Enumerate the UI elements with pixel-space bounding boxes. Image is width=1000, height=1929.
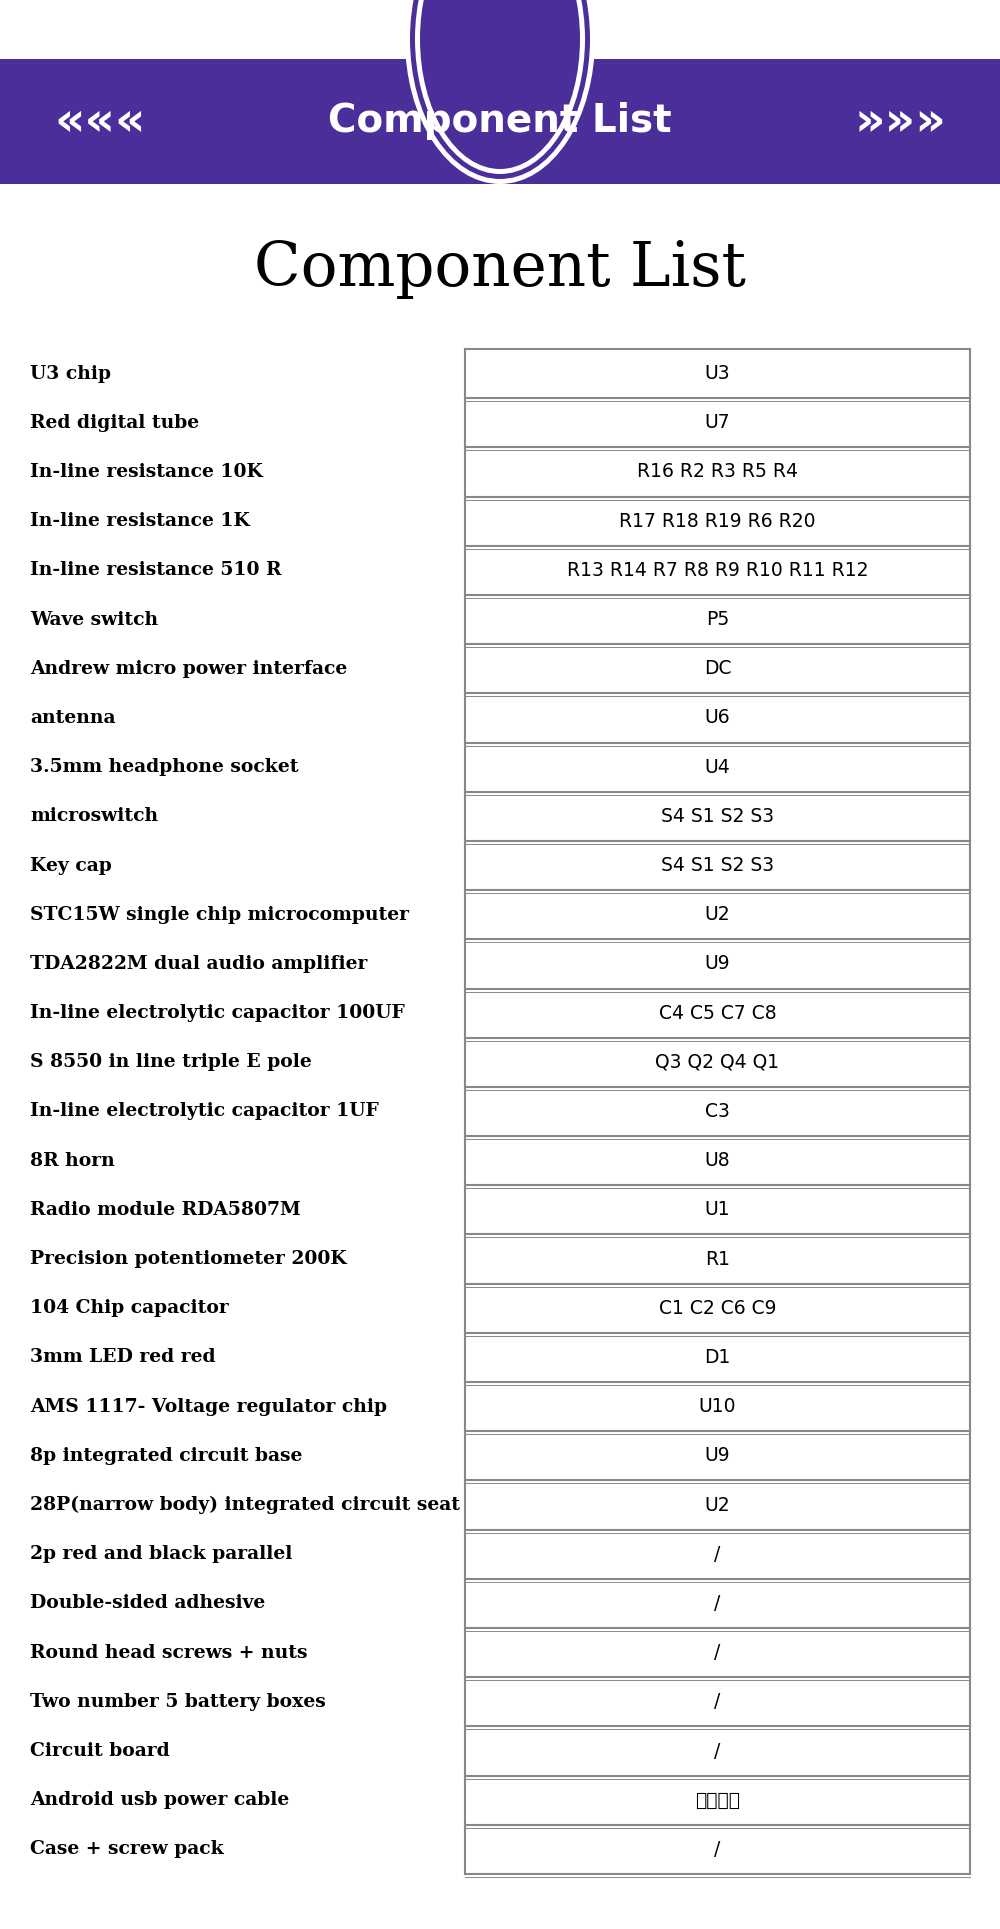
Text: «««: ««« (54, 98, 146, 145)
Text: U6: U6 (705, 708, 730, 727)
Text: /: / (714, 1545, 721, 1564)
Text: DC: DC (704, 660, 731, 679)
Ellipse shape (405, 0, 595, 183)
Text: P5: P5 (706, 610, 729, 629)
Text: R1: R1 (705, 1250, 730, 1269)
Text: Two number 5 battery boxes: Two number 5 battery boxes (30, 1694, 326, 1711)
Text: TDA2822M dual audio amplifier: TDA2822M dual audio amplifier (30, 955, 367, 972)
Text: U4: U4 (705, 758, 730, 777)
Text: /: / (714, 1644, 721, 1663)
Text: Andrew micro power interface: Andrew micro power interface (30, 660, 347, 677)
Text: S4 S1 S2 S3: S4 S1 S2 S3 (661, 806, 774, 826)
Text: 3mm LED red red: 3mm LED red red (30, 1348, 216, 1366)
Text: 2p red and black parallel: 2p red and black parallel (30, 1545, 292, 1562)
Text: U7: U7 (705, 413, 730, 432)
Text: Precision potentiometer 200K: Precision potentiometer 200K (30, 1250, 347, 1267)
Text: In-line electrolytic capacitor 1UF: In-line electrolytic capacitor 1UF (30, 1103, 379, 1121)
Text: U3: U3 (705, 365, 730, 384)
Text: In-line resistance 510 R: In-line resistance 510 R (30, 561, 282, 579)
Text: D1: D1 (704, 1348, 731, 1368)
Text: /: / (714, 1692, 721, 1711)
Text: Double-sided adhesive: Double-sided adhesive (30, 1595, 265, 1613)
Text: 28P(narrow body) integrated circuit seat: 28P(narrow body) integrated circuit seat (30, 1495, 460, 1514)
Text: Q3 Q2 Q4 Q1: Q3 Q2 Q4 Q1 (655, 1053, 780, 1073)
Text: S 8550 in line triple E pole: S 8550 in line triple E pole (30, 1053, 312, 1071)
Text: Android usb power cable: Android usb power cable (30, 1792, 289, 1809)
Text: U9: U9 (705, 955, 730, 974)
Text: U9: U9 (705, 1447, 730, 1466)
Text: In-line resistance 10K: In-line resistance 10K (30, 463, 263, 480)
Text: microswitch: microswitch (30, 808, 158, 826)
Text: 104 Chip capacitor: 104 Chip capacitor (30, 1300, 229, 1318)
Text: Wave switch: Wave switch (30, 611, 158, 629)
Text: U3 chip: U3 chip (30, 365, 111, 382)
Text: In-line resistance 1K: In-line resistance 1K (30, 513, 250, 530)
Text: 8R horn: 8R horn (30, 1152, 115, 1169)
Ellipse shape (410, 0, 590, 179)
Text: Round head screws + nuts: Round head screws + nuts (30, 1644, 308, 1661)
Text: R17 R18 R19 R6 R20: R17 R18 R19 R6 R20 (619, 511, 816, 530)
Text: Key cap: Key cap (30, 856, 112, 874)
Text: In-line electrolytic capacitor 100UF: In-line electrolytic capacitor 100UF (30, 1005, 405, 1022)
Text: 随机赠送: 随机赠送 (695, 1790, 740, 1809)
Text: U8: U8 (705, 1152, 730, 1171)
Text: U10: U10 (699, 1397, 736, 1416)
Text: U2: U2 (705, 905, 730, 924)
Text: U1: U1 (705, 1200, 730, 1219)
Text: R13 R14 R7 R8 R9 R10 R11 R12: R13 R14 R7 R8 R9 R10 R11 R12 (567, 561, 868, 581)
Text: »»»: »»» (854, 98, 946, 145)
Text: Case + screw pack: Case + screw pack (30, 1840, 224, 1858)
Text: Circuit board: Circuit board (30, 1742, 170, 1759)
Text: /: / (714, 1742, 721, 1761)
Text: AMS 1117- Voltage regulator chip: AMS 1117- Voltage regulator chip (30, 1399, 387, 1416)
Text: 3.5mm headphone socket: 3.5mm headphone socket (30, 758, 298, 775)
Text: STC15W single chip microcomputer: STC15W single chip microcomputer (30, 907, 409, 924)
Ellipse shape (415, 0, 585, 174)
Text: antenna: antenna (30, 710, 116, 727)
Ellipse shape (420, 0, 580, 170)
Text: R16 R2 R3 R5 R4: R16 R2 R3 R5 R4 (637, 463, 798, 482)
Text: /: / (714, 1593, 721, 1613)
Text: Component List: Component List (328, 102, 672, 141)
Text: C3: C3 (705, 1101, 730, 1121)
Text: S4 S1 S2 S3: S4 S1 S2 S3 (661, 856, 774, 876)
Text: Red digital tube: Red digital tube (30, 415, 199, 432)
Text: Radio module RDA5807M: Radio module RDA5807M (30, 1202, 301, 1219)
Text: U2: U2 (705, 1495, 730, 1514)
Text: C1 C2 C6 C9: C1 C2 C6 C9 (659, 1298, 776, 1318)
Text: 8p integrated circuit base: 8p integrated circuit base (30, 1447, 302, 1464)
Text: Component List: Component List (254, 239, 746, 299)
Text: C4 C5 C7 C8: C4 C5 C7 C8 (659, 1003, 776, 1022)
Text: /: / (714, 1840, 721, 1860)
Bar (0, 60, 1000, 183)
